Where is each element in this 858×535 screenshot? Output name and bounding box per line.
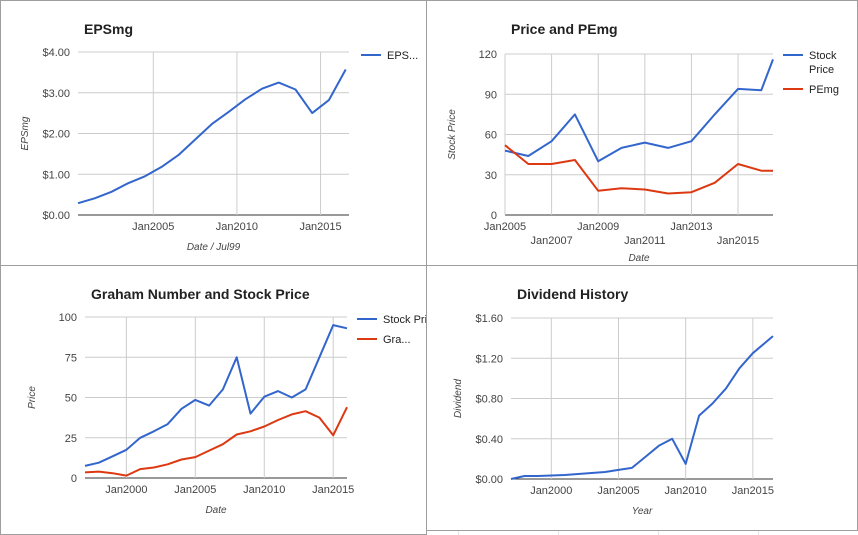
chart-panel-epsmg[interactable]: EPSmg $0.00 $1.00 $2.00 $3.00 $4.00 Jan2005 Jan… (0, 0, 427, 266)
x-tick-label: Jan2015 (732, 485, 774, 497)
chart-title: Graham Number and Stock Price (91, 286, 310, 302)
series-line-1 (84, 324, 348, 467)
series-line-2 (504, 144, 773, 195)
y-tick-label: 100 (59, 312, 77, 324)
legend-entry-2: Gra... (383, 334, 411, 346)
x-tick-label: Jan2005 (597, 485, 639, 497)
y-tick-label: 0 (71, 473, 77, 485)
series-line-1 (504, 59, 774, 163)
x-tick-label: Jan2015 (312, 484, 354, 496)
y-tick-label: 60 (485, 130, 497, 142)
x-tick-label: Jan2005 (174, 484, 216, 496)
y-tick-label: 0 (491, 210, 497, 222)
chart-title: Price and PEmg (511, 21, 618, 37)
chart-epsmg: EPSmg $0.00 $1.00 $2.00 $3.00 $4.00 Jan2005 Jan… (20, 21, 418, 253)
y-tick-label: $0.00 (42, 210, 70, 222)
x-tick-label: Jan2010 (665, 485, 707, 497)
chart-panel-price-pemg[interactable]: Price and PEmg 0 30 60 90 120 Jan2005 Jan2007 Ja… (426, 0, 858, 266)
chart-title: EPSmg (84, 21, 133, 37)
y-axis-title: Price (27, 386, 38, 409)
x-tick-label: Jan2000 (530, 485, 572, 497)
y-tick-label: $0.40 (475, 434, 503, 446)
x-tick-label: Jan2005 (484, 221, 526, 233)
y-tick-label: 50 (65, 393, 77, 405)
x-tick-label: Jan2010 (216, 221, 258, 233)
y-axis-title: EPSmg (20, 116, 31, 150)
x-axis-title: Date (205, 505, 227, 516)
x-tick-label: Jan2005 (132, 221, 174, 233)
y-tick-label: 25 (65, 433, 77, 445)
y-tick-label: 90 (485, 89, 497, 101)
series-line-1 (510, 335, 774, 480)
x-tick-label: Jan2000 (105, 484, 147, 496)
legend-entry-1: EPS... (387, 50, 418, 62)
chart-panel-graham-number[interactable]: Graham Number and Stock Price 0 25 50 75 100 J… (0, 265, 427, 535)
x-tick-label: Jan2007 (530, 235, 572, 247)
y-tick-label: 30 (485, 170, 497, 182)
y-tick-label: $1.60 (475, 313, 503, 325)
y-tick-label: $4.00 (42, 47, 70, 59)
chart-title: Dividend History (517, 286, 628, 302)
series-line-1 (77, 69, 347, 205)
x-tick-label: Jan2010 (243, 484, 285, 496)
x-tick-label: Jan2015 (717, 235, 759, 247)
y-axis-title: Dividend (453, 379, 464, 418)
chart-dividend-history: Dividend History $0.00 $0.40 $0.80 $1.20 $1.6… (453, 286, 774, 517)
x-tick-label: Jan2013 (670, 221, 712, 233)
chart-graham-number: Graham Number and Stock Price 0 25 50 75 100 J… (27, 286, 427, 516)
y-tick-label: 120 (479, 49, 497, 61)
y-tick-label: 75 (65, 352, 77, 364)
x-tick-label: Jan2011 (624, 235, 665, 247)
legend-entry-1: Stock Price (383, 314, 427, 326)
y-tick-label: $0.00 (475, 474, 503, 486)
series-line-2 (84, 406, 348, 477)
x-tick-label: Jan2015 (299, 221, 341, 233)
legend-entry-1: Stock Price (809, 50, 837, 76)
x-axis-title: Year (632, 506, 653, 517)
x-axis-title: Date / Jul99 (187, 242, 241, 253)
y-tick-label: $3.00 (42, 88, 70, 100)
chart-price-pemg: Price and PEmg 0 30 60 90 120 Jan2005 Jan2007 Ja… (447, 21, 839, 264)
y-axis-title: Stock Price (447, 109, 458, 160)
y-tick-label: $1.20 (475, 353, 503, 365)
legend-entry-2: PEmg (809, 84, 839, 96)
y-tick-label: $2.00 (42, 129, 70, 141)
y-tick-label: $1.00 (42, 169, 70, 181)
x-tick-label: Jan2009 (577, 221, 619, 233)
y-tick-label: $0.80 (475, 394, 503, 406)
chart-panel-dividend-history[interactable]: Dividend History $0.00 $0.40 $0.80 $1.20 $1.6… (426, 265, 858, 531)
x-axis-title: Date (628, 253, 650, 264)
